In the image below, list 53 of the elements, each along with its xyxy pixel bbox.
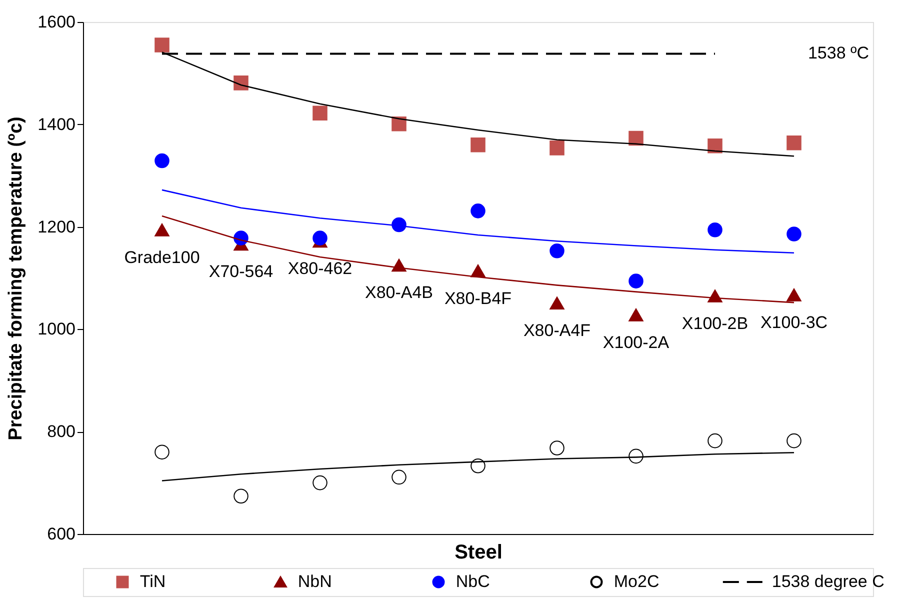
x-tick-label: X80-462 [288, 259, 352, 278]
point [708, 138, 722, 154]
point [154, 223, 170, 236]
x-tick-label: X100-3C [760, 312, 828, 332]
point [550, 140, 564, 156]
point [708, 433, 722, 448]
point [628, 308, 644, 322]
legend-label: 1538 degree C [772, 572, 884, 591]
point [312, 106, 328, 121]
point [154, 38, 170, 52]
point [550, 440, 564, 456]
y-tick-label: 800 [47, 422, 76, 442]
point [312, 475, 328, 490]
legend-label: NbN [298, 572, 332, 591]
point [786, 288, 802, 302]
x-axis-title: Steel [454, 542, 502, 564]
point [470, 458, 486, 474]
y-tick-label: 1000 [38, 320, 76, 339]
y-tick-label: 1400 [38, 114, 76, 134]
y-tick-label: 1200 [38, 217, 76, 236]
y-tick-label: 600 [47, 524, 76, 544]
x-tick-label: X100-2B [682, 314, 748, 333]
point [392, 116, 406, 132]
y-axis-title: Precipitate forming temperature (ºc) [6, 116, 27, 440]
point [550, 243, 564, 258]
y-tick-label: 1600 [38, 12, 76, 32]
legend-label: TiN [140, 572, 166, 591]
point [470, 137, 486, 152]
x-tick-label: X80-A4F [523, 321, 591, 340]
point [392, 217, 406, 232]
x-tick-label: X80-B4F [444, 288, 512, 308]
legend-label: NbC [456, 572, 490, 591]
point [234, 76, 248, 90]
annotation: 1538 ºC [808, 44, 869, 63]
x-tick-label: Grade100 [124, 248, 200, 267]
point [550, 296, 564, 310]
point [154, 153, 170, 168]
point [786, 226, 802, 242]
x-tick-label: X100-2A [602, 332, 670, 352]
point [786, 135, 802, 150]
x-tick-label: X80-A4B [364, 283, 434, 302]
point [392, 470, 406, 485]
point [154, 444, 170, 460]
point [234, 488, 248, 504]
point [628, 130, 644, 146]
point [708, 222, 722, 238]
point [708, 289, 722, 302]
x-tick-label: X70-564 [208, 262, 274, 282]
point [786, 433, 802, 448]
point [312, 230, 328, 246]
legend-label: Mo2C [614, 572, 660, 591]
point [628, 274, 644, 288]
point [470, 204, 486, 218]
